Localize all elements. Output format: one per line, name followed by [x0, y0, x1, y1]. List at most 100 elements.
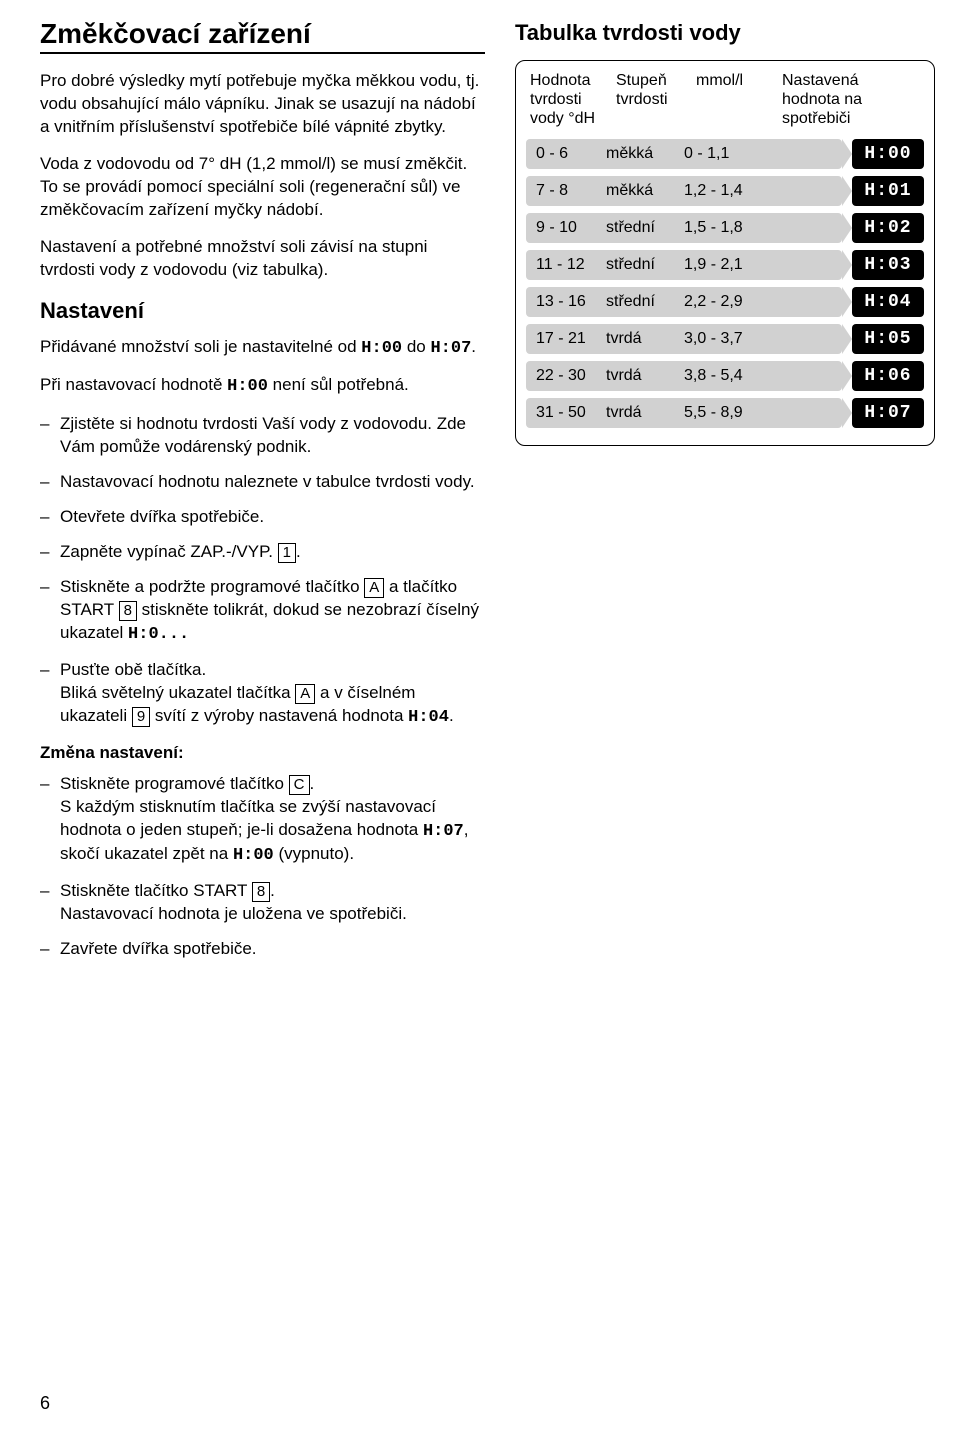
cell-dh: 13 - 16: [526, 293, 606, 311]
table-row: 31 - 50tvrdá5,5 - 8,9 H:07: [526, 398, 924, 428]
table-row: 0 - 6měkká0 - 1,1 H:00: [526, 139, 924, 169]
button-ref-8: 8: [252, 882, 270, 902]
button-ref-1: 1: [278, 543, 296, 563]
data-pill: 31 - 50tvrdá5,5 - 8,9: [526, 398, 842, 428]
data-pill: 22 - 30tvrdá3,8 - 5,4: [526, 361, 842, 391]
lcd-value: H:07: [852, 398, 924, 428]
cell-dh: 0 - 6: [526, 145, 606, 163]
page-number: 6: [40, 1393, 50, 1414]
steps-list: Zjistěte si hodnotu tvrdosti Vaší vody z…: [40, 413, 485, 729]
table-header: Hodnota tvrdosti vody °dH Stupeň tvrdost…: [526, 71, 924, 129]
text: Zapněte vypínač ZAP.-/VYP.: [60, 542, 278, 561]
hardness-table: Hodnota tvrdosti vody °dH Stupeň tvrdost…: [515, 60, 935, 446]
cell-deg: měkká: [606, 145, 684, 163]
cell-mmol: 2,2 - 2,9: [684, 293, 842, 311]
cell-dh: 11 - 12: [526, 256, 606, 274]
table-title: Tabulka tvrdosti vody: [515, 20, 935, 46]
settings-heading: Nastavení: [40, 298, 485, 324]
cell-deg: tvrdá: [606, 330, 684, 348]
text: Stiskněte a podržte programové tlačítko: [60, 577, 364, 596]
button-ref-a: A: [295, 684, 315, 704]
step-item: Pusťte obě tlačítka. Bliká světelný ukaz…: [40, 659, 485, 730]
step-item: Zavřete dvířka spotřebiče.: [40, 938, 485, 961]
seg-h00: H:00: [361, 339, 402, 358]
cell-mmol: 3,0 - 3,7: [684, 330, 842, 348]
change-steps-list: Stiskněte programové tlačítko C. S každý…: [40, 773, 485, 962]
text: není sůl potřebná.: [268, 375, 409, 394]
step-item: Zapněte vypínač ZAP.-/VYP. 1.: [40, 541, 485, 564]
data-pill: 11 - 12střední1,9 - 2,1: [526, 250, 842, 280]
step-item: Nastavovací hodnotu naleznete v tabulce …: [40, 471, 485, 494]
cell-deg: střední: [606, 219, 684, 237]
button-ref-c: C: [289, 775, 310, 795]
seg-h04: H:04: [408, 708, 449, 727]
step-item: Stiskněte programové tlačítko C. S každý…: [40, 773, 485, 869]
cell-deg: střední: [606, 293, 684, 311]
data-pill: 9 - 10střední1,5 - 1,8: [526, 213, 842, 243]
table-row: 13 - 16střední2,2 - 2,9 H:04: [526, 287, 924, 317]
intro-para-2: Voda z vodovodu od 7° dH (1,2 mmol/l) se…: [40, 153, 485, 222]
lcd-value: H:05: [852, 324, 924, 354]
cell-dh: 17 - 21: [526, 330, 606, 348]
seg-h00: H:00: [233, 846, 274, 865]
cell-deg: tvrdá: [606, 404, 684, 422]
lcd-value: H:04: [852, 287, 924, 317]
table-row: 17 - 21tvrdá3,0 - 3,7 H:05: [526, 324, 924, 354]
text: .: [296, 542, 301, 561]
col-header-dh: Hodnota tvrdosti vody °dH: [526, 71, 612, 129]
text: do: [402, 337, 430, 356]
left-column: Změkčovací zařízení Pro dobré výsledky m…: [40, 18, 485, 973]
col-header-set: Nastavená hodnota na spotřebiči: [778, 71, 924, 129]
cell-dh: 22 - 30: [526, 367, 606, 385]
text: .: [471, 337, 476, 356]
text: Při nastavovací hodnotě: [40, 375, 227, 394]
change-heading: Změna nastavení:: [40, 742, 485, 765]
text: Stiskněte tlačítko START: [60, 881, 252, 900]
lcd-value: H:00: [852, 139, 924, 169]
text: .: [449, 706, 454, 725]
cell-mmol: 0 - 1,1: [684, 145, 842, 163]
data-pill: 17 - 21tvrdá3,0 - 3,7: [526, 324, 842, 354]
table-row: 11 - 12střední1,9 - 2,1 H:03: [526, 250, 924, 280]
cell-dh: 31 - 50: [526, 404, 606, 422]
button-ref-9: 9: [132, 707, 150, 727]
seg-h0: H:0...: [128, 625, 189, 644]
right-column: Tabulka tvrdosti vody Hodnota tvrdosti v…: [515, 18, 935, 973]
col-header-mmol: mmol/l: [692, 71, 778, 129]
cell-dh: 9 - 10: [526, 219, 606, 237]
cell-mmol: 1,5 - 1,8: [684, 219, 842, 237]
lcd-value: H:03: [852, 250, 924, 280]
seg-h07: H:07: [430, 339, 471, 358]
step-item: Stiskněte tlačítko START 8. Nastavovací …: [40, 880, 485, 926]
text: S každým stisknutím tlačítka se zvýší na…: [60, 797, 436, 839]
table-row: 9 - 10střední1,5 - 1,8 H:02: [526, 213, 924, 243]
text: Stiskněte programové tlačítko: [60, 774, 289, 793]
step-item: Zjistěte si hodnotu tvrdosti Vaší vody z…: [40, 413, 485, 459]
text: Pusťte obě tlačítka.: [60, 660, 206, 679]
data-pill: 0 - 6měkká0 - 1,1: [526, 139, 842, 169]
lcd-value: H:01: [852, 176, 924, 206]
text: Nastavovací hodnota je uložena ve spotře…: [60, 904, 407, 923]
cell-mmol: 1,2 - 1,4: [684, 182, 842, 200]
text: svítí z výroby nastavená hodnota: [150, 706, 408, 725]
button-ref-8: 8: [119, 601, 137, 621]
step-item: Stiskněte a podržte programové tlačítko …: [40, 576, 485, 647]
text: .: [270, 881, 275, 900]
lcd-value: H:02: [852, 213, 924, 243]
button-ref-a: A: [364, 578, 384, 598]
table-row: 7 - 8měkká1,2 - 1,4 H:01: [526, 176, 924, 206]
text: Přidávané množství soli je nastavitelné …: [40, 337, 361, 356]
page-columns: Změkčovací zařízení Pro dobré výsledky m…: [40, 18, 920, 973]
no-salt-para: Při nastavovací hodnotě H:00 není sůl po…: [40, 374, 485, 399]
data-pill: 13 - 16střední2,2 - 2,9: [526, 287, 842, 317]
text: Bliká světelný ukazatel tlačítka: [60, 683, 295, 702]
cell-deg: měkká: [606, 182, 684, 200]
data-pill: 7 - 8měkká1,2 - 1,4: [526, 176, 842, 206]
cell-deg: střední: [606, 256, 684, 274]
col-header-deg: Stupeň tvrdosti: [612, 71, 692, 129]
text: (vypnuto).: [274, 844, 354, 863]
text: .: [310, 774, 315, 793]
cell-deg: tvrdá: [606, 367, 684, 385]
main-title: Změkčovací zařízení: [40, 18, 485, 54]
lcd-value: H:06: [852, 361, 924, 391]
